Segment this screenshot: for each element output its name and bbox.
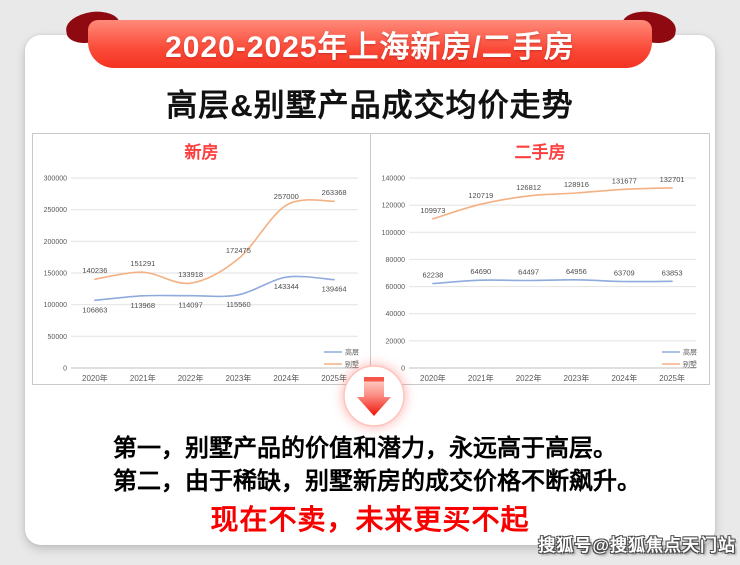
svg-text:100000: 100000 — [44, 302, 67, 309]
svg-text:150000: 150000 — [44, 271, 67, 278]
analysis-notes: 第一，别墅产品的价值和潜力，永远高于高层。 第二，由于稀缺，别墅新房的成交价格不… — [113, 432, 641, 498]
svg-text:2024年: 2024年 — [273, 373, 299, 383]
svg-text:2023年: 2023年 — [226, 373, 252, 383]
svg-text:115560: 115560 — [226, 300, 250, 309]
svg-text:50000: 50000 — [48, 334, 68, 341]
svg-text:109973: 109973 — [420, 206, 445, 215]
svg-text:高层: 高层 — [683, 348, 697, 357]
svg-text:2025年: 2025年 — [321, 373, 347, 383]
ribbon-banner: 2020-2025年上海新房/二手房 — [88, 20, 652, 68]
svg-text:64690: 64690 — [470, 267, 491, 276]
svg-text:2020年: 2020年 — [420, 373, 446, 383]
line-chart-second-hand: 0 20000 40000 60000 80000 100000 120000 140000 2… — [382, 175, 697, 383]
svg-text:172475: 172475 — [226, 246, 251, 255]
svg-text:200000: 200000 — [44, 239, 67, 246]
svg-text:133918: 133918 — [178, 270, 203, 279]
watermark: 搜狐号@搜狐焦点天门站 — [538, 536, 736, 555]
svg-text:80000: 80000 — [386, 257, 406, 264]
main-heading: 高层&别墅产品成交均价走势 — [166, 88, 574, 123]
svg-text:2025年: 2025年 — [659, 373, 685, 383]
svg-text:257000: 257000 — [274, 192, 299, 201]
svg-text:128916: 128916 — [564, 180, 589, 189]
svg-text:2021年: 2021年 — [468, 373, 494, 383]
svg-text:2020年: 2020年 — [82, 373, 108, 383]
highlight-slogan: 现在不卖，未来更买不起 — [210, 504, 530, 535]
svg-text:300000: 300000 — [44, 176, 67, 183]
banner-title: 2020-2025年上海新房/二手房 — [165, 31, 575, 64]
svg-text:250000: 250000 — [44, 207, 67, 214]
svg-text:120000: 120000 — [382, 203, 405, 210]
svg-text:64956: 64956 — [566, 267, 587, 276]
svg-text:别墅: 别墅 — [683, 360, 697, 369]
note-line-1: 第一，别墅产品的价值和潜力，永远高于高层。 — [113, 435, 617, 462]
svg-text:20000: 20000 — [386, 338, 406, 345]
svg-text:100000: 100000 — [382, 230, 405, 237]
svg-text:2022年: 2022年 — [516, 373, 542, 383]
svg-text:139464: 139464 — [322, 285, 347, 294]
svg-text:2022年: 2022年 — [178, 373, 204, 383]
svg-text:64497: 64497 — [518, 268, 539, 277]
svg-text:63853: 63853 — [662, 268, 683, 277]
down-arrow-icon — [342, 364, 406, 428]
svg-text:62238: 62238 — [422, 271, 443, 280]
svg-text:2023年: 2023年 — [564, 373, 590, 383]
chart-panel-second-hand: 二手房 0 20000 40000 60000 80000 100000 120000 140… — [371, 133, 710, 385]
charts-row: 新房 0 50000 100000 150000 200000 250000 300000 2… — [32, 133, 710, 385]
svg-text:别墅: 别墅 — [345, 360, 359, 369]
svg-text:120719: 120719 — [468, 191, 493, 200]
svg-text:2021年: 2021年 — [130, 373, 156, 383]
chart-title-new-homes: 新房 — [184, 143, 219, 162]
svg-text:106863: 106863 — [82, 305, 107, 314]
line-chart-new-homes: 0 50000 100000 150000 200000 250000 300000 2020… — [44, 176, 359, 384]
svg-text:126812: 126812 — [516, 183, 541, 192]
svg-text:131677: 131677 — [612, 176, 637, 185]
svg-text:132701: 132701 — [660, 175, 685, 184]
svg-text:263368: 263368 — [322, 188, 347, 197]
svg-text:0: 0 — [63, 366, 67, 373]
svg-text:40000: 40000 — [386, 311, 406, 318]
svg-text:140236: 140236 — [82, 266, 107, 275]
chart-title-second-hand: 二手房 — [514, 143, 566, 162]
note-line-2: 第二，由于稀缺，别墅新房的成交价格不断飙升。 — [113, 468, 641, 495]
svg-text:0: 0 — [401, 366, 405, 373]
svg-text:2024年: 2024年 — [611, 373, 637, 383]
svg-text:60000: 60000 — [386, 284, 406, 291]
svg-text:140000: 140000 — [382, 176, 405, 183]
svg-text:113968: 113968 — [131, 301, 155, 310]
svg-text:114097: 114097 — [178, 301, 202, 310]
svg-text:高层: 高层 — [345, 348, 359, 357]
chart-panel-new-homes: 新房 0 50000 100000 150000 200000 250000 300000 2… — [32, 133, 371, 385]
svg-text:143344: 143344 — [274, 282, 299, 291]
svg-text:63709: 63709 — [614, 269, 635, 278]
svg-text:151291: 151291 — [130, 259, 155, 268]
